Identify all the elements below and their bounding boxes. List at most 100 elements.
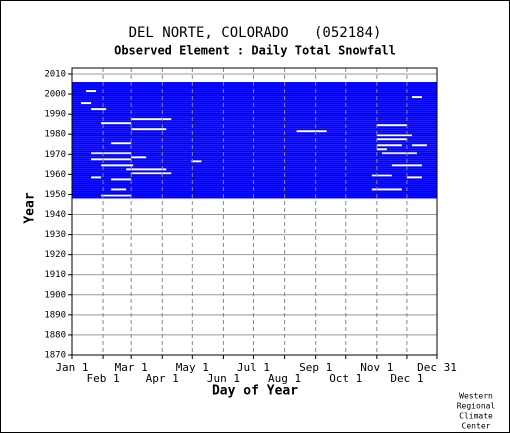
coverage-span (72, 106, 437, 109)
coverage-span (131, 152, 382, 155)
credit-line: Regional (457, 402, 496, 411)
coverage-span (72, 126, 437, 129)
coverage-span (72, 174, 372, 177)
coverage-span (72, 134, 377, 137)
coverage-span (72, 188, 112, 191)
y-tick-label: 1990 (44, 110, 66, 120)
coverage-span (72, 180, 437, 183)
coverage-span (421, 164, 437, 167)
coverage-span (72, 136, 437, 139)
coverage-span (72, 150, 437, 153)
coverage-span (72, 186, 437, 189)
coverage-span (131, 178, 437, 181)
coverage-span (72, 94, 437, 97)
credit-line: Climate (459, 412, 493, 421)
coverage-span (72, 162, 437, 165)
y-tick-label: 1930 (44, 230, 66, 240)
coverage-span (146, 156, 437, 159)
y-tick-label: 1950 (44, 190, 66, 200)
x-tick-label: Jul 1 (237, 361, 270, 374)
coverage-span (401, 188, 437, 191)
coverage-span (72, 90, 87, 93)
y-axis-label: Year (23, 192, 38, 223)
coverage-span (72, 170, 437, 173)
coverage-span (72, 184, 437, 187)
coverage-span (171, 118, 437, 121)
coverage-span (201, 160, 437, 163)
coverage-span (391, 174, 437, 177)
y-tick-label: 1920 (44, 250, 66, 260)
y-tick-label: 1940 (44, 210, 66, 220)
x-tick-label: Jan 1 (55, 361, 88, 374)
coverage-span (72, 182, 437, 185)
coverage-span (72, 194, 102, 197)
x-axis-label: Day of Year (212, 384, 298, 399)
coverage-span (416, 152, 437, 155)
coverage-span (131, 158, 437, 161)
coverage-span (72, 138, 377, 141)
plot-border (71, 67, 438, 356)
credit-line: Center (462, 422, 491, 431)
y-tick-label: 2010 (44, 70, 66, 80)
coverage-span (72, 156, 132, 159)
coverage-span (91, 102, 438, 105)
coverage-span (72, 168, 127, 171)
coverage-span (72, 130, 297, 133)
coverage-span (72, 82, 437, 85)
coverage-span (72, 160, 192, 163)
chart-title: DEL NORTE, COLORADO (052184) (129, 25, 382, 41)
y-tick-label: 1880 (44, 330, 66, 340)
y-tick-label: 1960 (44, 170, 66, 180)
x-tick-label: Nov 1 (360, 361, 393, 374)
y-tick-label: 2000 (44, 90, 66, 100)
x-tick-label: May 1 (176, 361, 209, 374)
y-tick-label: 1980 (44, 130, 66, 140)
coverage-span (72, 110, 437, 113)
coverage-span (72, 124, 377, 127)
coverage-span (106, 108, 437, 111)
coverage-span (72, 92, 437, 95)
coverage-span (426, 144, 437, 147)
coverage-span (72, 112, 437, 115)
coverage-span (72, 178, 112, 181)
coverage-span (72, 114, 437, 117)
coverage-span (72, 144, 377, 147)
coverage-span (133, 164, 392, 167)
coverage-span (72, 142, 112, 145)
coverage-span (72, 120, 437, 123)
coverage-span (131, 194, 437, 197)
coverage-span (411, 134, 437, 137)
coverage-span (166, 128, 437, 131)
x-tick-label: Mar 1 (115, 361, 148, 374)
coverage-span (421, 96, 437, 99)
y-tick-label: 1870 (44, 351, 66, 361)
coverage-span (72, 190, 437, 193)
coverage-span (72, 88, 437, 91)
y-tick-label: 1890 (44, 310, 66, 320)
x-tick-label: Feb 1 (87, 372, 120, 385)
y-tick-label: 1970 (44, 150, 66, 160)
coverage-span (126, 188, 372, 191)
coverage-span (72, 192, 437, 195)
coverage-span (72, 148, 377, 151)
x-tick-label: Dec 31 (417, 361, 457, 374)
coverage-span (72, 154, 437, 157)
coverage-span (72, 84, 437, 87)
coverage-span (72, 140, 437, 143)
coverage-span (131, 142, 437, 145)
coverage-span (96, 90, 438, 93)
x-tick-label: Oct 1 (329, 372, 362, 385)
coverage-span (72, 116, 437, 119)
coverage-span (72, 176, 92, 179)
coverage-span (326, 130, 437, 133)
coverage-span (72, 152, 92, 155)
credit-line: Western (459, 392, 493, 401)
coverage-span (72, 104, 437, 107)
coverage-span (72, 98, 437, 101)
coverage-span (72, 86, 437, 89)
coverage-span (72, 108, 92, 111)
coverage-span (171, 172, 437, 175)
